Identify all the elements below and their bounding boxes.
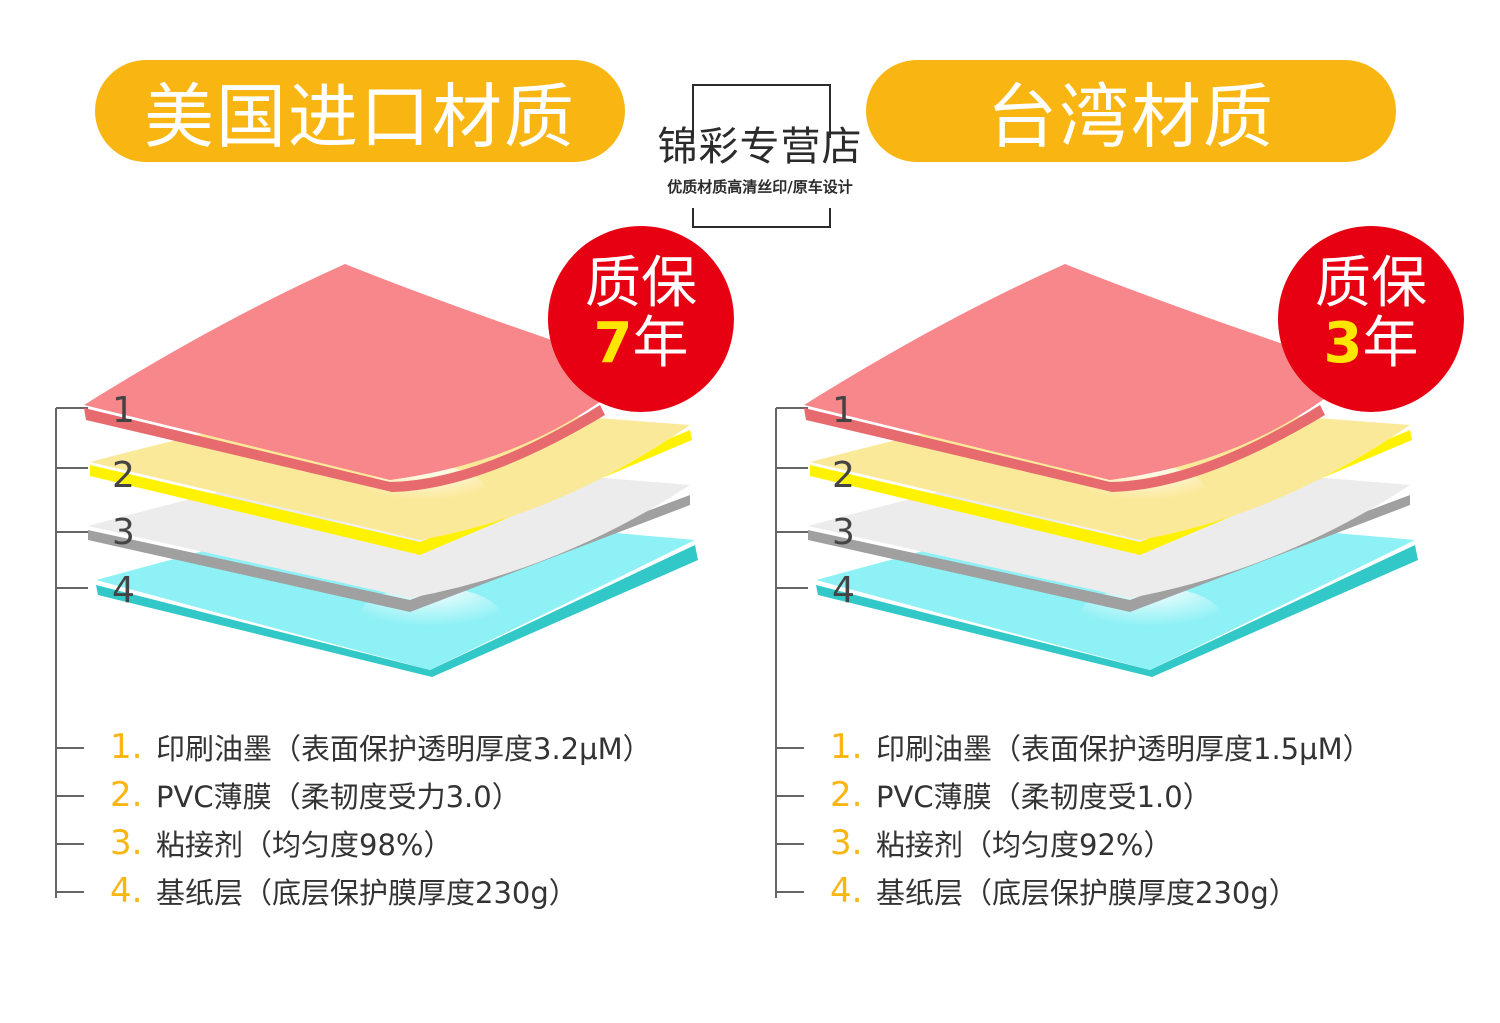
legend-text: 粘接剂（均匀度92%） <box>876 828 1173 862</box>
layer-number: 1 <box>112 390 135 431</box>
warranty-label: 质保 <box>1315 251 1427 316</box>
layer-number: 1 <box>832 390 855 431</box>
legend-item: 1. 印刷油墨（表面保护透明厚度3.2μM） <box>110 723 750 771</box>
legend-index: 3. <box>830 823 863 863</box>
left-title-banner: 美国进口材质 <box>95 60 625 162</box>
left-title: 美国进口材质 <box>144 75 576 158</box>
legend-item: 4. 基纸层（底层保护膜厚度230g） <box>110 867 750 915</box>
layer-number: 3 <box>832 512 855 553</box>
brand-frame <box>690 84 833 228</box>
bracket-lines <box>775 407 808 898</box>
legend-index: 1. <box>110 727 143 767</box>
brand-logo: 锦彩专营店 优质材质高清丝印/原车设计 <box>640 80 880 230</box>
legend-index: 1. <box>830 727 863 767</box>
warranty-years: 7 <box>593 311 633 376</box>
right-title: 台湾材质 <box>987 75 1275 158</box>
legend-item: 2. PVC薄膜（柔韧度受力3.0） <box>110 771 750 819</box>
legend-index: 2. <box>830 775 863 815</box>
panel-taiwan: 1 2 3 4 质保 3年 1. 印刷油墨（表面保护透明厚度1.5μM） 2. PV… <box>760 226 1464 930</box>
layer-1 <box>84 264 640 492</box>
warranty-unit: 年 <box>1362 311 1419 376</box>
legend-item: 3. 粘接剂（均匀度92%） <box>830 819 1470 867</box>
warranty-period: 3年 <box>1278 314 1464 374</box>
legend-text: 印刷油墨（表面保护透明厚度1.5μM） <box>876 732 1372 766</box>
right-title-banner: 台湾材质 <box>866 60 1396 162</box>
layer-diagram <box>55 264 698 898</box>
brand-name: 锦彩专营店 <box>657 124 863 170</box>
legend-item: 4. 基纸层（底层保护膜厚度230g） <box>830 867 1470 915</box>
layer-number: 4 <box>832 570 855 611</box>
legend-index: 3. <box>110 823 143 863</box>
legend-text: 基纸层（底层保护膜厚度230g） <box>156 876 578 910</box>
legend-item: 3. 粘接剂（均匀度98%） <box>110 819 750 867</box>
legend-item: 1. 印刷油墨（表面保护透明厚度1.5μM） <box>830 723 1470 771</box>
bracket-lines <box>55 407 88 898</box>
legend-text: 基纸层（底层保护膜厚度230g） <box>876 876 1298 910</box>
legend-item: 2. PVC薄膜（柔韧度受1.0） <box>830 771 1470 819</box>
panel-usa: 1 2 3 4 质保 7年 1. 印刷油墨（表面保护透明厚度3.2μM） 2. PV… <box>40 226 740 930</box>
brand-slogan: 优质材质高清丝印/原车设计 <box>667 178 853 196</box>
legend-index: 2. <box>110 775 143 815</box>
layer-diagram <box>775 264 1418 898</box>
layer-legend: 1. 印刷油墨（表面保护透明厚度3.2μM） 2. PVC薄膜（柔韧度受力3.0） … <box>110 723 750 915</box>
legend-text: PVC薄膜（柔韧度受力3.0） <box>156 780 521 814</box>
legend-text: 粘接剂（均匀度98%） <box>156 828 453 862</box>
warranty-period: 7年 <box>548 314 734 374</box>
layer-number: 2 <box>112 455 135 496</box>
layer-1 <box>804 264 1360 492</box>
legend-text: 印刷油墨（表面保护透明厚度3.2μM） <box>156 732 652 766</box>
legend-index: 4. <box>830 871 863 911</box>
warranty-years: 3 <box>1323 311 1363 376</box>
legend-text: PVC薄膜（柔韧度受1.0） <box>876 780 1212 814</box>
layer-number: 2 <box>832 455 855 496</box>
warranty-badge: 质保 7年 <box>548 226 734 412</box>
layer-number: 4 <box>112 570 135 611</box>
warranty-unit: 年 <box>632 311 689 376</box>
warranty-badge: 质保 3年 <box>1278 226 1464 412</box>
layer-legend: 1. 印刷油墨（表面保护透明厚度1.5μM） 2. PVC薄膜（柔韧度受1.0） 3… <box>830 723 1470 915</box>
warranty-label: 质保 <box>585 251 697 316</box>
legend-index: 4. <box>110 871 143 911</box>
layer-number: 3 <box>112 512 135 553</box>
